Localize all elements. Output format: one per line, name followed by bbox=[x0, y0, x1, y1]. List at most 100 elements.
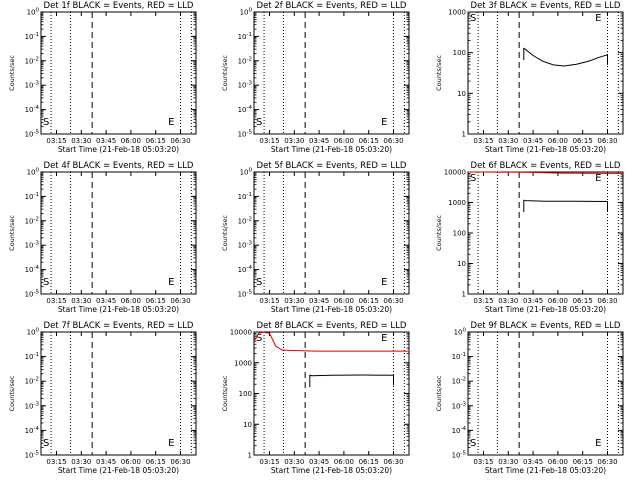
start-marker: S bbox=[43, 277, 49, 288]
panel-title: Det 2f BLACK = Events, RED = LLD bbox=[257, 1, 407, 11]
y-tick-label: 10-4 bbox=[25, 105, 40, 114]
y-tick-label: 10-5 bbox=[25, 130, 40, 139]
panel-title: Det 7f BLACK = Events, RED = LLD bbox=[44, 321, 194, 331]
y-axis-label: Counts/sec bbox=[435, 375, 443, 411]
x-tick-label: 06:15 bbox=[573, 137, 593, 145]
x-tick-label: 06:30 bbox=[597, 297, 617, 305]
y-tick-label: 100 bbox=[240, 168, 253, 177]
lld-series-line bbox=[468, 171, 623, 174]
x-axis-label: Start Time (21-Feb-18 05:03:20) bbox=[58, 466, 179, 475]
x-tick-label: 03:45 bbox=[96, 297, 116, 305]
y-tick-label: 10-5 bbox=[25, 290, 40, 299]
x-tick-label: 06:30 bbox=[597, 458, 617, 466]
x-tick-label: 06:30 bbox=[383, 137, 403, 145]
x-axis-label: Start Time (21-Feb-18 05:03:20) bbox=[58, 145, 179, 154]
events-series-line bbox=[309, 374, 394, 377]
y-tick-label: 100 bbox=[240, 8, 253, 17]
panel-title: Det 3f BLACK = Events, RED = LLD bbox=[471, 1, 621, 11]
x-tick-label: 03:30 bbox=[71, 458, 91, 466]
x-tick-label: 06:15 bbox=[146, 297, 166, 305]
y-tick-label: 1000 bbox=[448, 9, 466, 17]
y-tick-label: 10 bbox=[457, 260, 466, 268]
y-tick-label: 10-5 bbox=[238, 290, 253, 299]
y-tick-label: 100 bbox=[239, 390, 252, 398]
plot-frame bbox=[40, 171, 197, 295]
x-tick-label: 03:15 bbox=[259, 458, 279, 466]
y-tick-label: 10 bbox=[457, 90, 466, 98]
panel-title: Det 9f BLACK = Events, RED = LLD bbox=[471, 321, 621, 331]
x-tick-label: 06:15 bbox=[359, 137, 379, 145]
x-tick-label: 03:15 bbox=[46, 458, 66, 466]
detector-panel-5: Det 5f BLACK = Events, RED = LLD 100 10-1 1… bbox=[221, 161, 410, 314]
detector-panel-8: Det 8f BLACK = Events, RED = LLD 1 10 100 10… bbox=[221, 321, 410, 475]
panel-title: Det 8f BLACK = Events, RED = LLD bbox=[257, 321, 407, 331]
y-tick-label: 10000 bbox=[444, 169, 466, 177]
y-tick-label: 100 bbox=[27, 8, 40, 17]
x-tick-label: 06:00 bbox=[121, 137, 141, 145]
start-marker: S bbox=[256, 333, 262, 344]
y-tick-label: 10-5 bbox=[25, 451, 40, 460]
x-tick-label: 03:15 bbox=[259, 137, 279, 145]
y-tick-label: 10-2 bbox=[25, 56, 39, 65]
y-tick-label: 10-2 bbox=[452, 377, 466, 386]
detector-panel-3: Det 3f BLACK = Events, RED = LLD 1 10 100 10… bbox=[435, 1, 624, 154]
end-marker: E bbox=[595, 13, 601, 24]
x-tick-label: 06:00 bbox=[548, 137, 568, 145]
x-axis-label: Start Time (21-Feb-18 05:03:20) bbox=[271, 466, 392, 475]
x-tick-label: 06:15 bbox=[573, 458, 593, 466]
end-marker: E bbox=[595, 173, 601, 184]
panel-title: Det 4f BLACK = Events, RED = LLD bbox=[44, 161, 194, 171]
x-tick-label: 06:00 bbox=[334, 137, 354, 145]
x-axis-label: Start Time (21-Feb-18 05:03:20) bbox=[485, 466, 606, 475]
x-tick-label: 03:45 bbox=[523, 137, 543, 145]
plot-frame bbox=[253, 331, 410, 456]
plot-frame bbox=[467, 171, 624, 295]
x-tick-label: 06:15 bbox=[359, 297, 379, 305]
y-tick-label: 10-2 bbox=[238, 56, 252, 65]
y-tick-label: 100 bbox=[453, 230, 466, 238]
y-tick-label: 1 bbox=[248, 452, 252, 460]
x-tick-label: 03:30 bbox=[71, 297, 91, 305]
y-tick-label: 10000 bbox=[230, 329, 252, 337]
start-marker: S bbox=[470, 438, 476, 449]
y-tick-label: 10-4 bbox=[25, 426, 40, 435]
y-tick-label: 10-3 bbox=[238, 241, 253, 250]
end-marker: E bbox=[168, 117, 174, 128]
panel-title: Det 5f BLACK = Events, RED = LLD bbox=[257, 161, 407, 171]
y-tick-label: 10-1 bbox=[238, 32, 252, 41]
x-tick-label: 03:45 bbox=[523, 297, 543, 305]
plot-frame bbox=[40, 331, 197, 456]
y-tick-label: 10-3 bbox=[25, 81, 40, 90]
x-tick-label: 06:00 bbox=[121, 297, 141, 305]
start-marker: S bbox=[256, 117, 262, 128]
x-tick-label: 03:15 bbox=[473, 137, 493, 145]
y-tick-label: 10 bbox=[243, 421, 252, 429]
end-marker: E bbox=[168, 438, 174, 449]
y-tick-label: 10-2 bbox=[238, 216, 252, 225]
x-axis-label: Start Time (21-Feb-18 05:03:20) bbox=[271, 145, 392, 154]
y-tick-label: 100 bbox=[453, 49, 466, 57]
events-series-line bbox=[523, 47, 608, 67]
x-tick-label: 03:45 bbox=[309, 297, 329, 305]
x-tick-label: 03:15 bbox=[473, 297, 493, 305]
x-tick-label: 06:30 bbox=[597, 137, 617, 145]
x-tick-label: 03:30 bbox=[71, 137, 91, 145]
x-tick-label: 06:15 bbox=[573, 297, 593, 305]
y-tick-label: 1000 bbox=[234, 359, 252, 367]
x-tick-label: 03:45 bbox=[309, 137, 329, 145]
y-axis-label: Counts/sec bbox=[221, 215, 229, 251]
x-tick-label: 06:00 bbox=[121, 458, 141, 466]
panel-title: Det 6f BLACK = Events, RED = LLD bbox=[471, 161, 621, 171]
y-tick-label: 100 bbox=[27, 328, 40, 337]
y-tick-label: 1000 bbox=[448, 199, 466, 207]
x-tick-label: 03:15 bbox=[259, 297, 279, 305]
x-tick-label: 06:15 bbox=[146, 458, 166, 466]
panel-title: Det 1f BLACK = Events, RED = LLD bbox=[44, 1, 194, 11]
x-axis-label: Start Time (21-Feb-18 05:03:20) bbox=[485, 145, 606, 154]
y-tick-label: 10-1 bbox=[25, 192, 39, 201]
x-tick-label: 06:30 bbox=[170, 297, 190, 305]
x-tick-label: 06:15 bbox=[359, 458, 379, 466]
y-tick-label: 10-3 bbox=[25, 241, 40, 250]
detector-panel-7: Det 7f BLACK = Events, RED = LLD 100 10-1 1… bbox=[8, 321, 197, 475]
y-tick-label: 10-4 bbox=[238, 265, 253, 274]
